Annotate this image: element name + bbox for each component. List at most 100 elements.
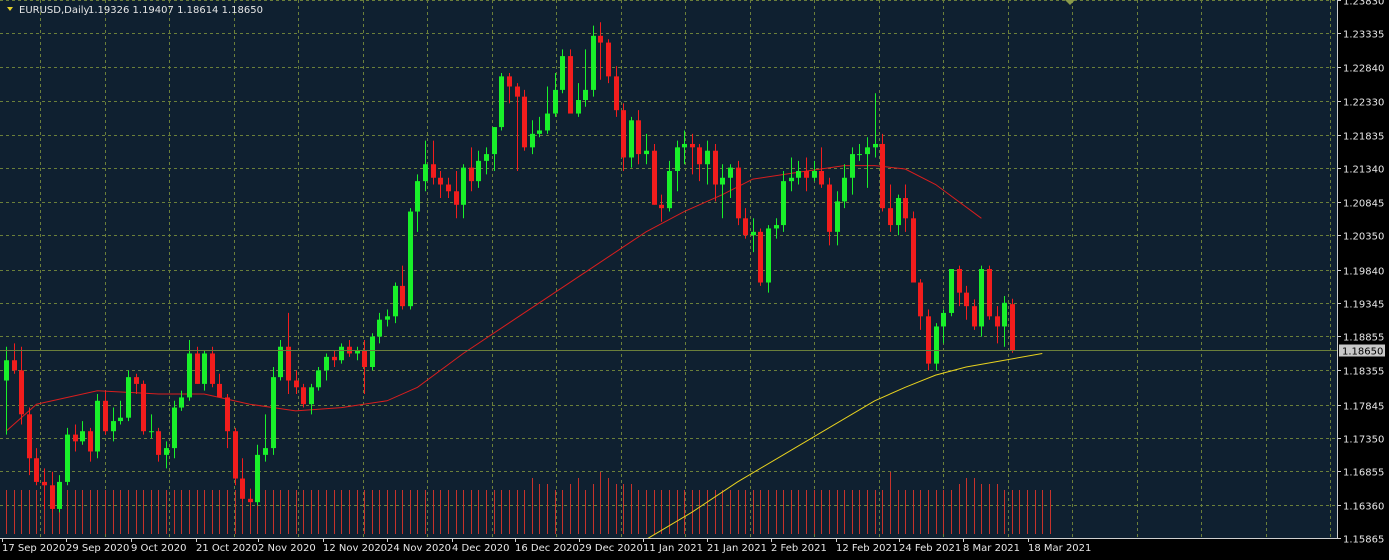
candle (415, 174, 420, 232)
candle (423, 140, 428, 192)
candle-body (835, 201, 840, 232)
x-tick-label: 2 Nov 2020 (258, 543, 316, 554)
y-tick-label: 1.23335 (1343, 30, 1384, 41)
candle (73, 424, 78, 452)
candle (240, 458, 245, 503)
candle-body (355, 350, 360, 354)
y-tick-label: 1.18855 (1343, 333, 1384, 344)
candle-body (240, 478, 245, 499)
candle (431, 140, 436, 185)
candle-body (690, 143, 695, 148)
candle-body (324, 356, 329, 371)
candles (4, 22, 1015, 516)
candle (454, 170, 459, 219)
candle (233, 427, 238, 486)
candle-body (393, 285, 398, 317)
candle-body (438, 177, 443, 185)
candle (278, 339, 283, 381)
candle (964, 285, 969, 320)
candle (690, 133, 695, 175)
candle-body (918, 282, 923, 317)
candle (103, 390, 108, 435)
candle-body (774, 225, 779, 229)
candle (324, 353, 329, 381)
candle-body (957, 269, 962, 293)
candle (857, 143, 862, 161)
candle-body (408, 211, 413, 307)
ma-fast-line (5, 165, 982, 432)
x-tick-label: 8 Mar 2021 (963, 543, 1020, 554)
candle-body (57, 481, 62, 509)
candle-body (728, 167, 733, 178)
candle (12, 343, 17, 374)
candle-body (560, 56, 565, 90)
candle (476, 150, 481, 188)
candle (141, 380, 146, 435)
x-tick-label: 17 Sep 2020 (2, 543, 65, 554)
candle-body (949, 269, 954, 313)
plot-background (0, 0, 1337, 538)
candle (499, 72, 504, 131)
candle (492, 127, 497, 171)
x-tick-label: 16 Dec 2020 (515, 543, 579, 554)
candle (111, 407, 116, 442)
candle (598, 22, 603, 80)
candle-body (621, 110, 626, 158)
candle (629, 116, 634, 168)
chart-shift-marker-icon[interactable] (1065, 0, 1075, 5)
candle (560, 49, 565, 94)
candle (446, 177, 451, 199)
y-tick-label: 1.16360 (1343, 502, 1384, 513)
candle (408, 208, 413, 310)
candle-body (652, 150, 657, 205)
candle-body (73, 434, 78, 442)
candle (827, 177, 832, 246)
candle-body (202, 353, 207, 384)
candle (576, 83, 581, 117)
candle-body (796, 170, 801, 178)
candle (743, 208, 748, 239)
candle-body (4, 360, 9, 381)
candle-body (126, 377, 131, 418)
y-tick-label: 1.20350 (1343, 232, 1384, 243)
candle-body (65, 434, 70, 482)
candle (682, 130, 687, 165)
candle-body (118, 417, 123, 422)
candle-body (583, 89, 588, 101)
y-tick-label: 1.16855 (1343, 468, 1384, 479)
candle (591, 25, 596, 97)
candle (377, 312, 382, 344)
candle (796, 160, 801, 185)
candle-body (469, 167, 474, 182)
candle (309, 383, 314, 415)
candle-body (591, 35, 596, 90)
candle (758, 228, 763, 286)
candle (644, 133, 649, 165)
candle (484, 147, 489, 175)
candle (195, 346, 200, 384)
candle (537, 116, 542, 138)
candle (88, 427, 93, 462)
candle (461, 164, 466, 219)
candle (804, 157, 809, 192)
x-tick-label: 29 Sep 2020 (66, 543, 129, 554)
candle (316, 367, 321, 391)
candle-body (713, 150, 718, 185)
candle (903, 184, 908, 232)
candle-body (659, 204, 664, 209)
candle-body (301, 387, 306, 405)
candle (156, 427, 161, 462)
dropdown-triangle-icon[interactable] (7, 7, 13, 11)
candle (225, 394, 230, 449)
candle-body (972, 306, 977, 327)
candle-body (233, 431, 238, 479)
candle (652, 143, 657, 205)
x-tick-label: 24 Nov 2020 (387, 543, 451, 554)
candle (332, 350, 337, 368)
x-tick-label: 12 Nov 2020 (323, 543, 387, 554)
candle (469, 147, 474, 192)
candle (34, 448, 39, 486)
candle-body (537, 130, 542, 134)
